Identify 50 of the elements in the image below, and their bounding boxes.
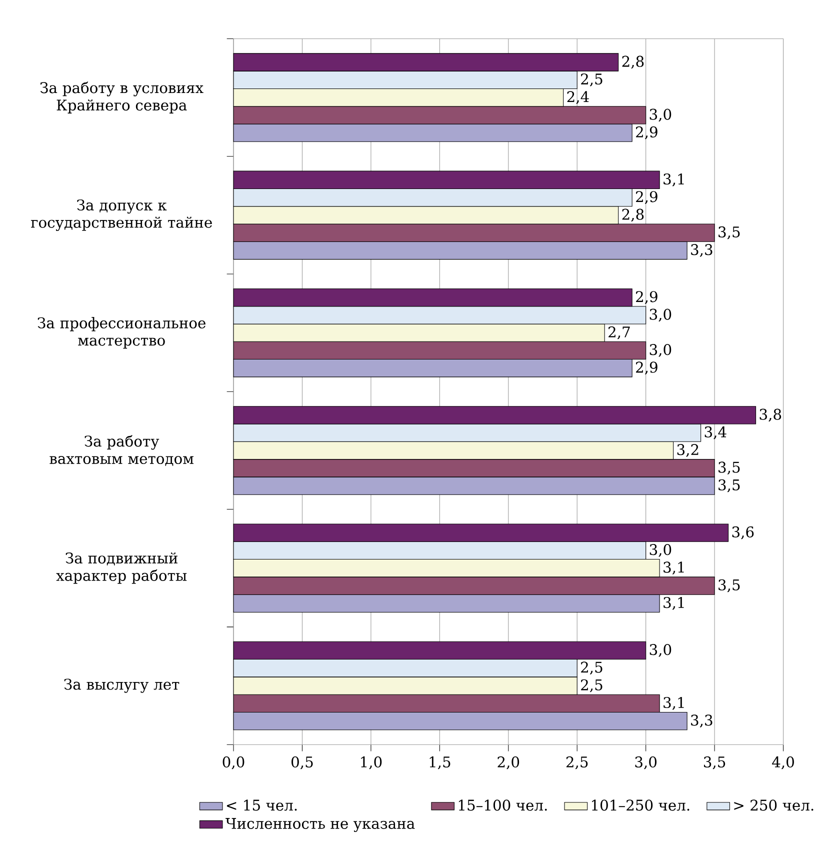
- data-label: 3,3: [690, 244, 712, 257]
- data-label: 2,9: [636, 362, 658, 375]
- data-label: 2,9: [636, 291, 658, 304]
- data-label: 2,9: [636, 191, 658, 204]
- data-label: 3,0: [650, 644, 671, 657]
- data-label: 3,1: [663, 562, 684, 575]
- data-label: 3,0: [650, 344, 671, 357]
- data-label: 3,0: [650, 308, 671, 322]
- data-label: 2,8: [622, 56, 644, 69]
- x-tick-label: 4,0: [772, 756, 794, 770]
- data-label: 3,2: [677, 444, 698, 457]
- x-tick-label: 3,0: [635, 756, 656, 770]
- legend-label: Численность не указана: [225, 818, 415, 832]
- data-label: 2,9: [636, 126, 658, 140]
- x-tick-label: 1,5: [430, 756, 450, 770]
- x-tick-label: 2,5: [566, 756, 588, 770]
- data-label: 3,8: [760, 408, 781, 422]
- legend-label: 101–250 чел.: [592, 800, 690, 811]
- data-label: 3,1: [663, 596, 684, 610]
- y-tick-label: За подвижный характер работы: [56, 552, 186, 584]
- x-tick-label: 1,0: [360, 756, 382, 770]
- data-label: 3,5: [718, 479, 740, 492]
- data-label: 2,4: [567, 91, 589, 104]
- data-label: 2,8: [622, 208, 644, 222]
- data-label: 2,5: [580, 679, 602, 692]
- data-label: 2,5: [580, 73, 602, 86]
- legend-label: < 15 чел.: [226, 800, 297, 811]
- y-tick-label: За работу вахтовым методом: [50, 435, 194, 466]
- data-label: 2,7: [608, 326, 630, 340]
- y-tick-label: За профессиональное мастерство: [38, 317, 206, 349]
- x-tick-label: 3,5: [704, 756, 725, 770]
- legend-label: 15–100 чел.: [458, 800, 547, 811]
- data-label: 3,5: [718, 462, 740, 475]
- data-label: 2,5: [580, 662, 602, 675]
- data-label: 3,3: [690, 714, 712, 728]
- data-label: 3,5: [718, 226, 740, 240]
- data-label: 3,0: [650, 108, 671, 122]
- data-label: 3,4: [704, 426, 726, 440]
- data-label: 3,6: [732, 526, 754, 540]
- y-tick-label: За работу в условиях Крайнего севера: [40, 82, 204, 114]
- y-tick-label: За выслугу лет: [64, 678, 179, 693]
- x-tick-label: 2,0: [498, 756, 519, 770]
- legend-label: > 250 чел.: [734, 800, 814, 811]
- data-label: 3,1: [663, 696, 684, 710]
- y-tick-label: За допуск к государственной тайне: [30, 199, 212, 231]
- x-tick-label: 0,5: [291, 756, 313, 770]
- data-label: 3,0: [650, 544, 671, 557]
- x-tick-label: 0,0: [222, 756, 244, 770]
- data-label: 3,1: [663, 173, 684, 186]
- data-label: 3,5: [718, 579, 740, 592]
